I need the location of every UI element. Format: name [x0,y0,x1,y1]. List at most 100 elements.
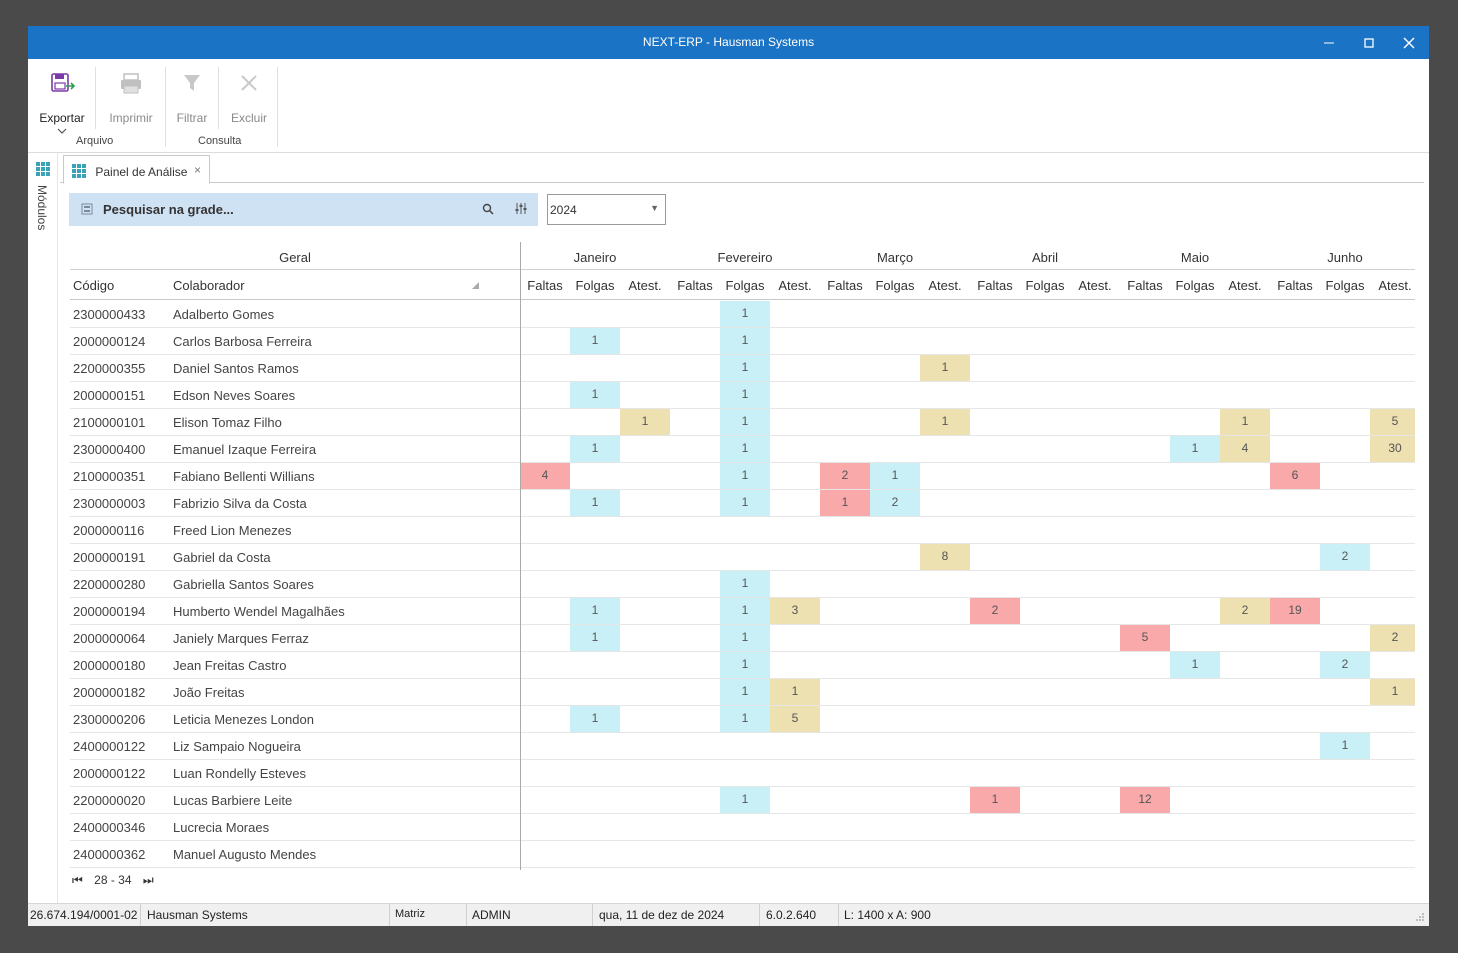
table-row[interactable]: 2200000355 Daniel Santos Ramos 1 1 [70,355,1415,382]
column-header-subcol[interactable]: Faltas [977,278,1013,293]
search-input[interactable]: Pesquisar na grade... [69,193,538,226]
column-header-subcol[interactable]: Folgas [1175,278,1215,293]
table-row[interactable]: 2300000003 Fabrizio Silva da Costa 1 1 1 2 [70,490,1415,517]
export-button[interactable]: Exportar [36,69,88,139]
cell-count[interactable]: 1 [820,490,870,516]
cell-count[interactable]: 2 [870,490,920,516]
cell-count[interactable]: 1 [1370,679,1415,705]
column-header-subcol[interactable]: Folgas [575,278,615,293]
table-row[interactable]: 2000000116 Freed Lion Menezes [70,517,1415,544]
cell-count[interactable]: 1 [720,787,770,813]
cell-count[interactable]: 1 [720,382,770,408]
cell-count[interactable]: 1 [720,436,770,462]
cell-count[interactable]: 1 [720,463,770,489]
column-header-subcol[interactable]: Atest. [1078,278,1112,293]
table-row[interactable]: 2000000191 Gabriel da Costa 8 2 [70,544,1415,571]
column-header-subcol[interactable]: Folgas [875,278,915,293]
print-button[interactable]: Imprimir [104,69,158,139]
year-select[interactable]: 2024 ▼ [547,194,666,225]
column-header-subcol[interactable]: Atest. [778,278,812,293]
cell-count[interactable]: 2 [1320,652,1370,678]
tab-close-icon[interactable]: × [193,163,201,177]
column-header-subcol[interactable]: Atest. [1378,278,1412,293]
table-row[interactable]: 2100000101 Elison Tomaz Filho 1 1 1 1 5 [70,409,1415,436]
column-header-subcol[interactable]: Faltas [1127,278,1163,293]
table-row[interactable]: 2200000280 Gabriella Santos Soares 1 [70,571,1415,598]
column-header-subcol[interactable]: Atest. [928,278,962,293]
cell-count[interactable]: 1 [570,382,620,408]
tab-painel-de-analise[interactable]: Painel de Análise × [63,155,210,184]
table-row[interactable]: 2400000346 Lucrecia Moraes [70,814,1415,841]
cell-count[interactable]: 3 [770,598,820,624]
column-header-name[interactable]: Colaborador [173,278,245,293]
search-options-icon[interactable] [515,202,527,215]
table-row[interactable]: 2000000064 Janiely Marques Ferraz 1 1 5 2 [70,625,1415,652]
table-row[interactable]: 2300000433 Adalberto Gomes 1 [70,301,1415,328]
search-icon[interactable] [482,203,494,215]
cell-count[interactable]: 1 [720,652,770,678]
cell-count[interactable]: 1 [920,409,970,435]
cell-count[interactable]: 1 [720,706,770,732]
close-button[interactable] [1389,26,1429,59]
column-header-subcol[interactable]: Faltas [527,278,563,293]
column-header-code[interactable]: Código [73,278,115,293]
column-header-subcol[interactable]: Folgas [1025,278,1065,293]
cell-count[interactable]: 1 [570,436,620,462]
cell-count[interactable]: 8 [920,544,970,570]
table-row[interactable]: 2400000362 Manuel Augusto Mendes [70,841,1415,868]
table-row[interactable]: 2000000182 João Freitas 1 1 1 [70,679,1415,706]
cell-count[interactable]: 1 [720,409,770,435]
cell-count[interactable]: 1 [720,328,770,354]
table-row[interactable]: 2300000206 Leticia Menezes London 1 1 5 [70,706,1415,733]
cell-count[interactable]: 1 [1320,733,1370,759]
cell-count[interactable]: 5 [1370,409,1415,435]
cell-count[interactable]: 1 [1170,436,1220,462]
cell-count[interactable]: 1 [870,463,920,489]
cell-count[interactable]: 1 [570,598,620,624]
cell-count[interactable]: 12 [1120,787,1170,813]
cell-count[interactable]: 1 [720,301,770,327]
column-header-subcol[interactable]: Faltas [1277,278,1313,293]
cell-count[interactable]: 1 [620,409,670,435]
cell-count[interactable]: 1 [720,355,770,381]
modules-sidebar[interactable]: Módulos [28,153,58,903]
cell-count[interactable]: 2 [1370,625,1415,651]
table-row[interactable]: 2300000400 Emanuel Izaque Ferreira 1 1 1 4 30 [70,436,1415,463]
table-row[interactable]: 2200000020 Lucas Barbiere Leite 1 1 12 [70,787,1415,814]
table-row[interactable]: 2400000122 Liz Sampaio Nogueira 1 [70,733,1415,760]
cell-count[interactable]: 2 [1320,544,1370,570]
cell-count[interactable]: 1 [770,679,820,705]
first-page-icon[interactable]: ⏮ [72,873,83,887]
table-row[interactable]: 2000000180 Jean Freitas Castro 1 1 2 [70,652,1415,679]
minimize-button[interactable] [1309,26,1349,59]
cell-count[interactable]: 1 [720,679,770,705]
delete-button[interactable]: Excluir [226,69,272,139]
cell-count[interactable]: 4 [1220,436,1270,462]
cell-count[interactable]: 1 [920,355,970,381]
cell-count[interactable]: 1 [570,625,620,651]
cell-count[interactable]: 1 [570,490,620,516]
cell-count[interactable]: 1 [720,625,770,651]
cell-count[interactable]: 2 [1220,598,1270,624]
table-row[interactable]: 2000000194 Humberto Wendel Magalhães 1 1 3 2 2… [70,598,1415,625]
resize-grip-icon[interactable] [1415,912,1425,922]
table-row[interactable]: 2000000122 Luan Rondelly Esteves [70,760,1415,787]
cell-count[interactable]: 19 [1270,598,1320,624]
maximize-button[interactable] [1349,26,1389,59]
column-header-subcol[interactable]: Folgas [1325,278,1365,293]
cell-count[interactable]: 1 [570,328,620,354]
cell-count[interactable]: 1 [1170,652,1220,678]
cell-count[interactable]: 2 [970,598,1020,624]
table-row[interactable]: 2100000351 Fabiano Bellenti Willians 4 1 2 1 6 [70,463,1415,490]
cell-count[interactable]: 1 [970,787,1020,813]
cell-count[interactable]: 4 [520,463,570,489]
table-row[interactable]: 2000000151 Edson Neves Soares 1 1 [70,382,1415,409]
table-row[interactable]: 2000000124 Carlos Barbosa Ferreira 1 1 [70,328,1415,355]
cell-count[interactable]: 1 [1220,409,1270,435]
cell-count[interactable]: 30 [1370,436,1415,462]
column-header-subcol[interactable]: Faltas [827,278,863,293]
cell-count[interactable]: 1 [720,598,770,624]
filter-button[interactable]: Filtrar [171,69,213,139]
cell-count[interactable]: 6 [1270,463,1320,489]
cell-count[interactable]: 5 [1120,625,1170,651]
